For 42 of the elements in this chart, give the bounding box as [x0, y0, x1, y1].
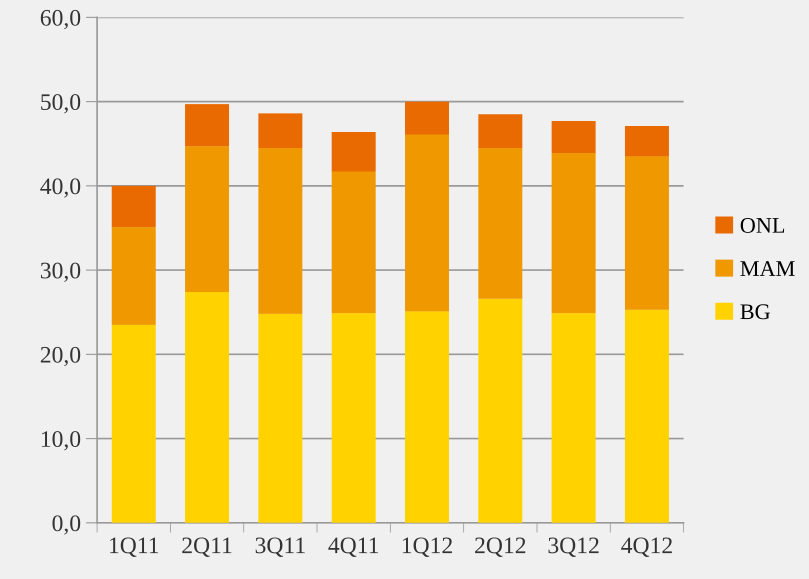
bar	[478, 298, 522, 523]
bar	[258, 314, 302, 523]
y-tick-label: 20,0	[40, 346, 80, 366]
bar	[405, 102, 449, 134]
bar	[185, 292, 230, 523]
legend-label: MAM	[740, 261, 795, 276]
bar	[552, 313, 596, 523]
x-tick-label: 2Q11	[182, 537, 232, 557]
bar	[258, 113, 302, 148]
x-tick-label: 1Q11	[110, 537, 158, 557]
bar	[624, 156, 669, 310]
x-tick-label: 2Q12	[475, 537, 526, 557]
bar	[258, 148, 302, 314]
bar	[332, 172, 376, 314]
bar	[405, 311, 449, 523]
bar	[332, 132, 376, 172]
bar	[624, 126, 669, 156]
bar	[552, 153, 596, 314]
y-tick-label: 60,0	[40, 10, 80, 30]
x-tick-label: 4Q12	[621, 537, 672, 557]
bar	[112, 186, 156, 228]
y-tick-label: 50,0	[41, 94, 80, 114]
bar	[185, 146, 230, 292]
y-tick-label: 10,0	[42, 431, 80, 450]
bar	[478, 114, 522, 148]
x-tick-label: 1Q12	[402, 537, 452, 557]
bar	[332, 313, 376, 523]
legend-label: BG	[740, 304, 770, 320]
bar	[185, 104, 230, 146]
y-tick-label: 40,0	[40, 178, 80, 198]
bar	[624, 310, 669, 523]
bar	[405, 134, 449, 312]
legend-label: ONL	[740, 218, 784, 233]
y-tick-label: 30,0	[40, 262, 80, 282]
bar	[552, 120, 596, 154]
x-tick-label: 3Q12	[548, 537, 599, 557]
bar	[112, 324, 156, 523]
x-tick-label: 3Q11	[256, 537, 305, 557]
y-tick-label: 0,0	[52, 515, 80, 535]
x-tick-label: 4Q11	[328, 537, 378, 557]
bar	[478, 148, 522, 299]
bar	[112, 227, 156, 325]
